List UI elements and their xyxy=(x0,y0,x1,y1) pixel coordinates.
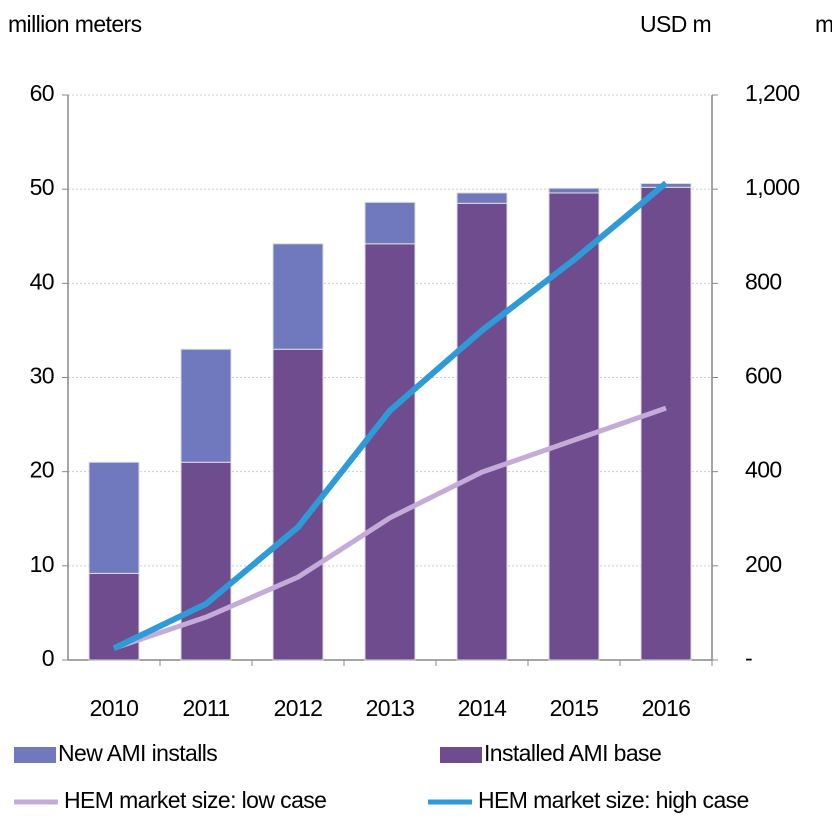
y2-tick-label: 200 xyxy=(745,551,782,577)
legend-swatch xyxy=(440,747,482,763)
x-tick-label: 2015 xyxy=(550,695,599,721)
bar-segment xyxy=(272,243,324,350)
bar-segment xyxy=(364,201,416,245)
bar-segment xyxy=(180,461,232,661)
y2-tick-label: 1,200 xyxy=(745,80,800,106)
bar-segment xyxy=(640,186,692,661)
y-axis-label: million meters xyxy=(8,11,142,37)
y-tick-label: 40 xyxy=(30,268,54,294)
bar-segment xyxy=(456,202,508,661)
legend-label: HEM market size: high case xyxy=(478,787,749,813)
y2-axis-label-extra: m xyxy=(815,11,832,37)
bar-segment xyxy=(88,461,140,574)
x-tick-label: 2013 xyxy=(366,695,415,721)
y2-axis-label: USD m xyxy=(640,11,711,37)
y2-tick-label: 1,000 xyxy=(745,174,800,200)
y-tick-label: 10 xyxy=(30,551,54,577)
bar-segment xyxy=(548,187,600,194)
x-tick-label: 2014 xyxy=(458,695,508,721)
legend-label: New AMI installs xyxy=(58,740,217,766)
legend-swatch xyxy=(14,747,56,763)
line-series xyxy=(112,180,668,651)
y-tick-label: 60 xyxy=(30,80,54,106)
y2-tick-label: 800 xyxy=(745,268,782,294)
x-tick-label: 2011 xyxy=(182,695,229,721)
legend-label: HEM market size: low case xyxy=(64,787,326,813)
bar-segment xyxy=(456,192,508,204)
y2-tick-label: - xyxy=(745,645,752,671)
line-series xyxy=(113,405,667,651)
y-tick-label: 0 xyxy=(42,645,54,671)
y-tick-label: 50 xyxy=(30,174,54,200)
y-tick-label: 30 xyxy=(30,363,54,389)
y2-tick-label: 600 xyxy=(745,363,782,389)
x-tick-label: 2010 xyxy=(90,695,139,721)
x-tick-label: 2012 xyxy=(274,695,323,721)
legend-label: Installed AMI base xyxy=(484,740,661,766)
bar-segment xyxy=(180,348,232,463)
x-tick-label: 2016 xyxy=(642,695,691,721)
y-tick-label: 20 xyxy=(30,457,54,483)
y2-tick-label: 400 xyxy=(745,457,782,483)
bar-segment xyxy=(364,243,416,661)
